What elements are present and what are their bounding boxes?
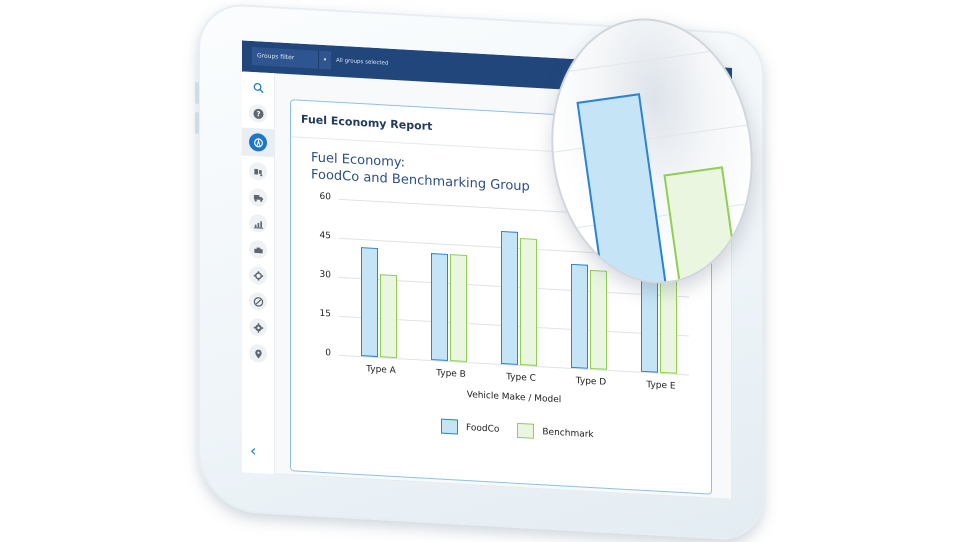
- groups-filter-dropdown[interactable]: Groups filter: [252, 47, 318, 69]
- groups-status-text: All groups selected: [336, 57, 389, 67]
- compass-icon: [253, 296, 263, 307]
- y-tick: 60: [319, 191, 331, 203]
- app-screen: Groups filter ▾ All groups selected ?: [242, 40, 732, 500]
- collapse-sidebar-button[interactable]: ‹: [250, 440, 257, 461]
- sidebar-item-reports[interactable]: [249, 213, 267, 233]
- engine-icon: [253, 246, 263, 253]
- report-title: Fuel Economy Report: [301, 112, 433, 134]
- x-tick: Type E: [646, 380, 676, 392]
- bar-benchmark-type-a: [380, 273, 397, 359]
- chart-legend: FoodCo Benchmark: [441, 418, 594, 443]
- chart-icon: [253, 220, 263, 229]
- tablet-frame: Groups filter ▾ All groups selected ?: [195, 2, 764, 542]
- y-tick: 30: [319, 269, 331, 281]
- bar-foodco-type-d: [571, 263, 588, 369]
- sidebar-item-search[interactable]: [249, 78, 267, 97]
- x-tick: Type A: [366, 364, 396, 377]
- bar-foodco-type-a: [361, 246, 378, 358]
- y-tick: 15: [319, 308, 331, 320]
- legend-swatch-foodco: [441, 418, 458, 435]
- search-icon: [253, 82, 264, 93]
- sidebar-item-help[interactable]: ?: [249, 103, 267, 123]
- sidebar-item-fuel-economy[interactable]: [242, 127, 274, 158]
- bar-benchmark-type-e: [660, 276, 677, 374]
- x-tick: Type B: [436, 368, 466, 380]
- bar-benchmark-type-b: [450, 254, 467, 363]
- vehicle-icon: [253, 168, 262, 176]
- volume-button: [195, 81, 199, 105]
- y-tick: 0: [325, 348, 331, 359]
- help-icon: ?: [252, 108, 264, 119]
- sidebar-item-vehicles[interactable]: [249, 161, 267, 181]
- sidebar-item-maintenance[interactable]: [249, 265, 267, 285]
- sidebar-item-locations[interactable]: [249, 343, 267, 363]
- legend-label-benchmark: Benchmark: [542, 426, 594, 440]
- gear-icon: [253, 322, 263, 333]
- sidebar-item-engine[interactable]: [249, 239, 267, 259]
- sidebar-item-settings[interactable]: [249, 317, 267, 337]
- sidebar: ?: [242, 71, 275, 475]
- fuel-gauge-icon: [253, 137, 263, 147]
- legend-label-foodco: FoodCo: [466, 422, 500, 435]
- x-tick: Type C: [506, 372, 536, 384]
- legend-swatch-benchmark: [517, 422, 535, 439]
- chevron-down-icon[interactable]: ▾: [318, 50, 331, 70]
- truck-icon: [253, 194, 263, 202]
- sidebar-item-compliance[interactable]: [249, 291, 267, 311]
- x-tick: Type D: [575, 376, 607, 388]
- y-tick: 45: [319, 230, 331, 242]
- bar-foodco-type-b: [431, 253, 448, 361]
- bar-foodco-type-c: [501, 231, 518, 365]
- map-pin-icon: [254, 349, 262, 358]
- volume-button: [195, 111, 199, 135]
- chart-title: Fuel Economy: FoodCo and Benchmarking Gr…: [311, 149, 530, 195]
- bar-benchmark-type-c: [520, 237, 537, 366]
- cog-wheel-icon: [253, 270, 263, 281]
- svg-text:?: ?: [256, 110, 260, 118]
- sidebar-item-trucks[interactable]: [249, 187, 267, 207]
